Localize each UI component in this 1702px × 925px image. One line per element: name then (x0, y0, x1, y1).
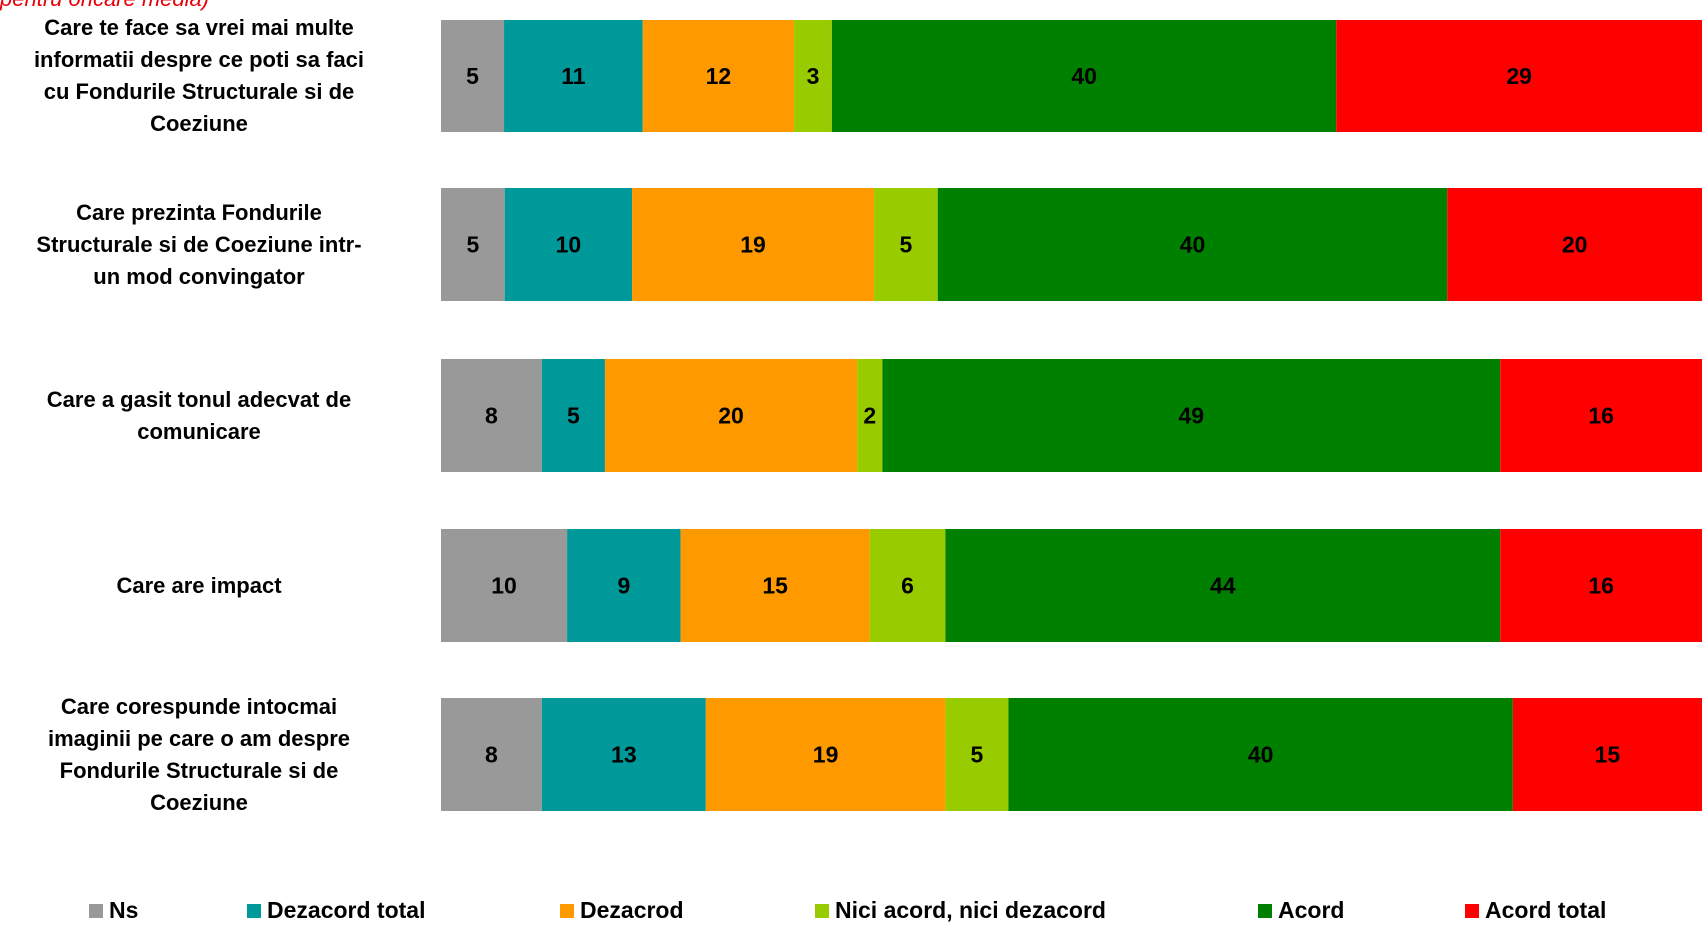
bar-segment (705, 698, 946, 811)
bar-segment (857, 359, 883, 472)
data-label: 16 (1588, 573, 1614, 599)
data-label: 10 (491, 573, 517, 599)
data-label: 20 (1562, 232, 1588, 258)
legend-item: Dezacord total (247, 897, 425, 924)
legend-item: Nici acord, nici dezacord (815, 897, 1106, 924)
bar-segment (604, 359, 858, 472)
data-label: 2 (863, 403, 876, 429)
data-label: 6 (901, 573, 914, 599)
legend-swatch (560, 903, 574, 918)
legend-label: Acord (1278, 897, 1345, 923)
data-label: 5 (567, 403, 580, 429)
data-label: 12 (706, 63, 732, 89)
bar-segment (441, 188, 505, 301)
legend-label: Dezacrod (580, 897, 684, 923)
bar-segment (441, 698, 542, 811)
bar-segment (1500, 359, 1702, 472)
legend-swatch (1258, 903, 1272, 918)
bar-segment (441, 20, 505, 132)
data-label: 13 (611, 742, 637, 768)
bar-segment (504, 188, 633, 301)
bar-segment (541, 698, 706, 811)
category-label: Care prezinta Fondurile Structurale si de… (36, 199, 362, 289)
bar-segment (874, 188, 938, 301)
bar-segment (1512, 698, 1702, 811)
data-label: 5 (466, 232, 479, 258)
data-label: 49 (1178, 403, 1204, 429)
category-label: Care are impact (116, 572, 282, 598)
bar-segment (794, 20, 832, 132)
data-label: 44 (1210, 573, 1236, 599)
bar-segment (541, 359, 605, 472)
data-label: 29 (1506, 63, 1532, 89)
legend-item: Acord (1258, 897, 1344, 924)
bar-segment (882, 359, 1501, 472)
bar-segment (567, 529, 681, 642)
legend-item: Ns (89, 897, 138, 924)
legend-label: Ns (109, 897, 139, 923)
legend-item: Dezacrod (560, 897, 684, 924)
data-label: 40 (1248, 742, 1274, 768)
category-label: Care a gasit tonul adecvat de comunicare (46, 386, 352, 444)
data-label: 3 (807, 63, 820, 89)
data-label: 8 (485, 403, 498, 429)
bar-segment (945, 529, 1501, 642)
bar-segment (1447, 188, 1702, 301)
category-label: Care corespunde intocmai imaginii pe care… (47, 693, 350, 815)
data-label: 40 (1180, 232, 1206, 258)
bar-segment (441, 529, 568, 642)
data-label: 8 (485, 742, 498, 768)
bar-segment (1336, 20, 1702, 132)
data-label: 5 (900, 232, 913, 258)
legend-swatch (89, 903, 103, 918)
bar-segment (1500, 529, 1702, 642)
chart-note: pentru oricare media) (0, 0, 500, 12)
legend-label: Acord total (1485, 897, 1607, 923)
data-label: 11 (561, 63, 586, 89)
data-label: 5 (466, 63, 479, 89)
data-label: 15 (1595, 742, 1621, 768)
category-label: Care te face sa vrei mai multe informatii… (33, 15, 365, 136)
legend-swatch (815, 903, 829, 918)
bar-segment (441, 359, 542, 472)
bar-segment (937, 188, 1448, 301)
bar-segment (632, 188, 875, 301)
legend-swatch (1465, 903, 1479, 918)
bar-segment (1008, 698, 1513, 811)
data-label: 9 (617, 573, 630, 599)
data-label: 19 (813, 742, 839, 768)
bar-segment (680, 529, 870, 642)
bar-segment (831, 20, 1337, 132)
data-label: 40 (1071, 63, 1097, 89)
bar-segment (869, 529, 946, 642)
chart-legend: Ns Dezacord total Dezacrod Nici acord, nici… (0, 897, 1702, 925)
data-label: 20 (718, 403, 744, 429)
legend-label: Nici acord, nici dezacord (835, 897, 1106, 923)
data-label: 5 (971, 742, 984, 768)
legend-label: Dezacord total (267, 897, 426, 923)
bar-segment (642, 20, 795, 132)
bar-segment (504, 20, 643, 132)
data-label: 10 (556, 232, 582, 258)
bar-segment (945, 698, 1009, 811)
legend-item: Acord total (1465, 897, 1606, 924)
legend-swatch (247, 903, 261, 918)
data-label: 15 (762, 573, 788, 599)
data-label: 16 (1588, 403, 1614, 429)
data-label: 19 (740, 232, 766, 258)
